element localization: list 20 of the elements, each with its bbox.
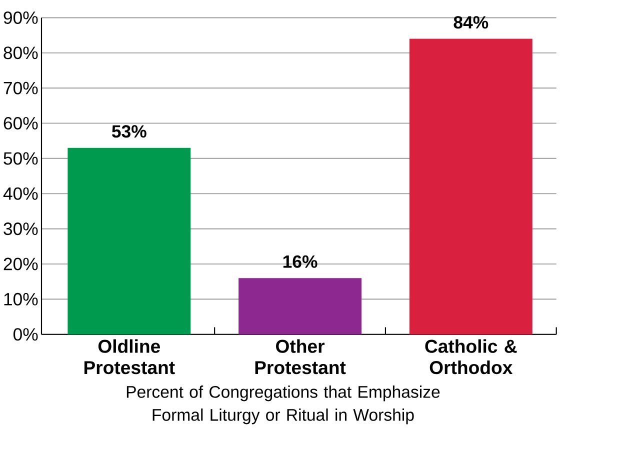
data-label: 16% — [283, 255, 318, 268]
bar — [68, 148, 191, 334]
y-tick-label: 60% — [4, 116, 38, 130]
y-tick-label: 30% — [4, 222, 38, 236]
y-tick-label: 40% — [3, 187, 38, 200]
y-tick-label: 0% — [13, 328, 38, 341]
y-tick-label: 70% — [4, 82, 38, 94]
data-label: 53% — [112, 125, 146, 138]
x-axis-title: Percent of Congregations that Emphasize Formal Liturgy or Ritual in Worship — [126, 385, 440, 424]
y-tick-label: 80% — [4, 46, 38, 60]
y-tick-label: 50% — [4, 152, 38, 165]
data-label: 84% — [454, 16, 488, 29]
x-tick-label: Other Protestant — [255, 339, 346, 374]
bar — [238, 278, 362, 334]
bar — [409, 38, 532, 334]
y-tick-label: 90% — [4, 11, 38, 24]
y-tick-label: 20% — [4, 258, 38, 270]
x-tick-label: Catholic & Orthodox — [425, 339, 517, 374]
x-tick-label: Oldline Protestant — [84, 339, 175, 374]
y-tick-label: 10% — [4, 292, 38, 306]
